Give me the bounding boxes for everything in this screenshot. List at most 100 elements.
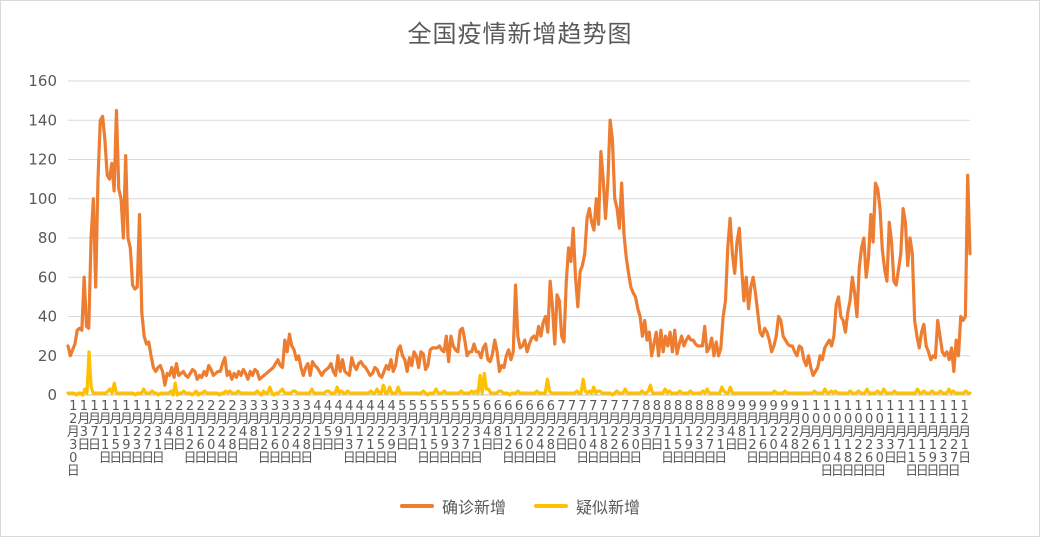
y-tick-label: 60: [38, 268, 57, 286]
chart-title: 全国疫情新增趋势图: [407, 20, 633, 48]
legend-item-confirmed[interactable]: 确诊新增: [399, 494, 506, 518]
legend-swatch-confirmed: [399, 504, 434, 508]
y-tick-label: 20: [38, 347, 57, 365]
legend-swatch-suspected: [534, 504, 568, 508]
legend-label-confirmed: 确诊新增: [441, 498, 506, 517]
legend-item-suspected[interactable]: 疑似新增: [534, 494, 640, 518]
series-line-confirmed: [66, 108, 972, 387]
x-axis-ticks: 1 2 月 3 0 日1 月 3 日1 月 7 日1 月 1 1 日1 月 1 5 日1 月 1 9 日1 月 2 3 日1 月 2 7 日1…: [67, 399, 971, 479]
y-tick-label: 120: [28, 151, 57, 169]
y-axis-ticks: 0 20 40 60 80 100 120 140 160: [28, 72, 57, 404]
y-tick-label: 100: [28, 190, 57, 208]
y-tick-label: 160: [28, 72, 57, 90]
y-tick-label: 80: [38, 229, 57, 247]
legend: 确诊新增 疑似新增: [0, 494, 1040, 518]
gridlines: [68, 80, 970, 396]
y-tick-label: 140: [28, 111, 57, 129]
series-line-suspected: [66, 350, 972, 397]
y-tick-label: 0: [47, 386, 57, 404]
